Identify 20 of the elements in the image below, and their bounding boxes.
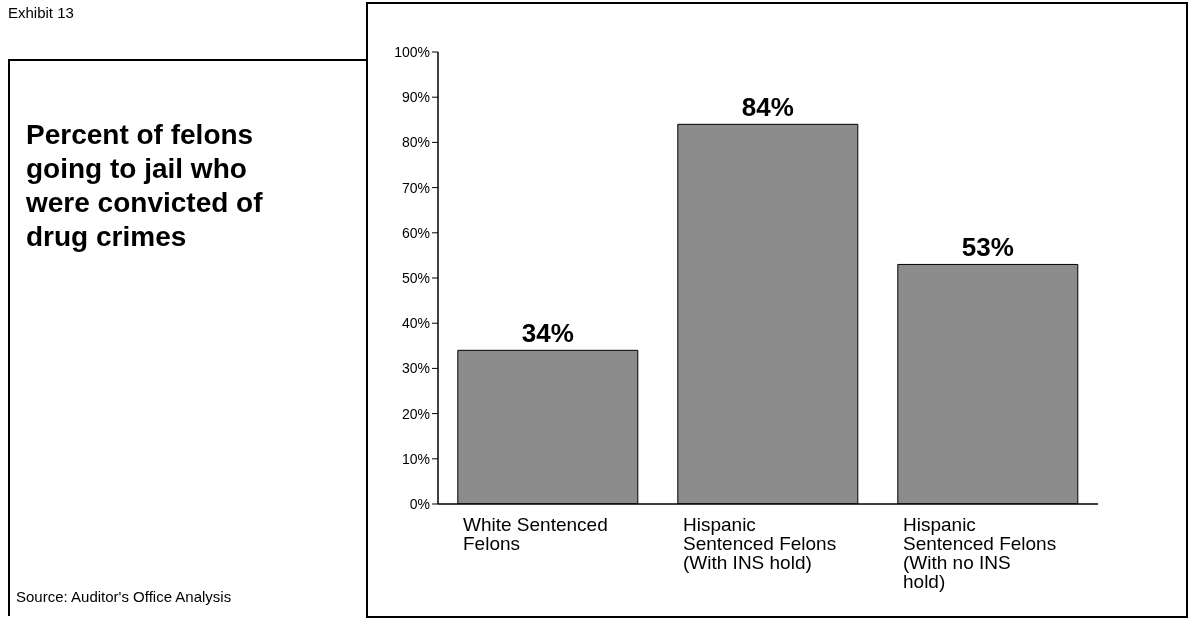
text: Exhibit 13: [8, 4, 74, 21]
y-tick-label: 60%: [401, 224, 430, 241]
y-tick-label: 70%: [401, 179, 430, 196]
x-tick-label: Hispanic Sentenced Felons (With INS hold): [683, 514, 837, 574]
y-tick-label: 100%: [394, 43, 430, 60]
y-tick-label: 90%: [401, 89, 430, 106]
x-tick-label: Hispanic Sentenced Felons (With no INS hold): [903, 514, 1057, 593]
y-tick-label: 40%: [401, 315, 430, 332]
data-label: 53%: [961, 232, 1014, 263]
y-tick-label: 10%: [401, 450, 430, 467]
y-tick-label: 50%: [401, 269, 430, 286]
x-tick-label: White Sentenced Felons: [463, 514, 608, 555]
y-tick-label: 80%: [401, 134, 430, 151]
data-label: 34%: [521, 318, 574, 349]
y-tick-label: 20%: [401, 405, 430, 422]
y-tick-label: 0%: [409, 495, 430, 512]
y-tick-label: 30%: [401, 360, 430, 377]
data-label: 84%: [741, 92, 794, 123]
text: Percent of felons going to jail who were convicted of drug crimes: [26, 118, 264, 254]
source-note: Source: Auditor's Office Analysis: [16, 588, 232, 605]
